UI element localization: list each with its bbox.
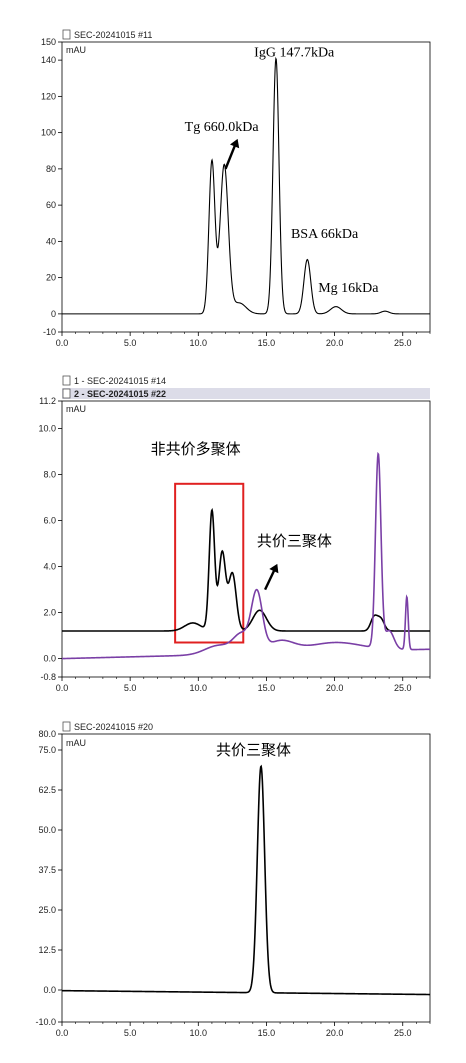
annotation-arrow-head: [230, 138, 240, 149]
panel-3-unit: mAU: [66, 738, 86, 748]
x-tick-label: 25.0: [394, 1028, 412, 1038]
x-tick-label: 25.0: [394, 683, 412, 693]
x-tick-label: 20.0: [326, 338, 344, 348]
peak-annotation: BSA 66kDa: [291, 227, 359, 242]
x-tick-label: 5.0: [124, 338, 137, 348]
y-tick-label: 150: [41, 37, 56, 47]
peak-annotation: Tg 660.0kDa: [185, 120, 260, 135]
x-tick-label: 0.0: [56, 683, 69, 693]
peak-annotation: IgG 147.7kDa: [254, 46, 335, 61]
y-tick-label: 50.0: [38, 825, 56, 835]
y-tick-label: 37.5: [38, 865, 56, 875]
chart-panel-3: SEC-20241015 #20 mAU -10.00.012.525.037.…: [35, 721, 431, 1038]
y-tick-label: 6.0: [43, 516, 56, 526]
y-tick-label: 120: [41, 91, 56, 101]
y-tick-label: 80: [46, 164, 56, 174]
x-tick-label: 10.0: [190, 338, 208, 348]
x-tick-label: 5.0: [124, 683, 137, 693]
x-tick-label: 25.0: [394, 338, 412, 348]
y-tick-label: 0: [51, 309, 56, 319]
panel-2-unit: mAU: [66, 404, 86, 414]
y-tick-label: 0.0: [43, 654, 56, 664]
y-tick-label: 80.0: [38, 729, 56, 739]
y-tick-label: 62.5: [38, 785, 56, 795]
series-line-1: [62, 56, 430, 315]
panel-1-unit: mAU: [66, 45, 86, 55]
doc-icon: [62, 29, 71, 40]
x-tick-label: 10.0: [190, 1028, 208, 1038]
x-tick-label: 0.0: [56, 1028, 69, 1038]
doc-icon: [62, 375, 71, 386]
y-tick-label: 8.0: [43, 470, 56, 480]
series-line-1: [62, 764, 431, 996]
legend-highlight: [62, 388, 430, 399]
peak-annotation: Mg 16kDa: [318, 281, 379, 296]
x-tick-label: 20.0: [326, 683, 344, 693]
y-tick-label: 60: [46, 200, 56, 210]
legend-entry-2: 2 - SEC-20241015 #22: [74, 389, 166, 399]
y-tick-label: -0.8: [40, 672, 56, 682]
y-tick-label: 2.0: [43, 608, 56, 618]
y-tick-label: 12.5: [38, 945, 56, 955]
series-line-2: [61, 451, 431, 660]
y-tick-label: 10.0: [38, 424, 56, 434]
y-tick-label: -10: [43, 327, 56, 337]
y-tick-label: 25.0: [38, 905, 56, 915]
doc-icon: [62, 721, 71, 732]
x-tick-label: 10.0: [190, 683, 208, 693]
y-tick-label: 75.0: [38, 745, 56, 755]
chart-panel-1: SEC-20241015 #11 mAU -10 0 20 40 60 80 100 120 1…: [41, 29, 431, 348]
panel-1-frame: [61, 41, 431, 333]
y-tick-label: 140: [41, 55, 56, 65]
y-tick-label: -10.0: [35, 1017, 56, 1027]
doc-icon: [62, 388, 71, 399]
annotation-arrow-head: [269, 563, 279, 574]
highlight-box: [174, 482, 245, 644]
y-tick-label: 40: [46, 236, 56, 246]
y-tick-label: 100: [41, 128, 56, 138]
peak-annotation: 共价三聚体: [257, 532, 332, 550]
y-tick-label: 20: [46, 273, 56, 283]
x-tick-label: 5.0: [124, 1028, 137, 1038]
x-tick-label: 15.0: [258, 338, 276, 348]
legend-entry-1: 1 - SEC-20241015 #14: [74, 376, 166, 386]
y-tick-label: 0.0: [43, 985, 56, 995]
panel-3-frame: [61, 733, 431, 1023]
panel-3-header: SEC-20241015 #20: [74, 722, 153, 732]
peak-annotation: 非共价多聚体: [151, 440, 241, 458]
peak-annotation: 共价三聚体: [216, 741, 291, 759]
x-tick-label: 0.0: [56, 338, 69, 348]
panel-1-header: SEC-20241015 #11: [74, 30, 152, 40]
x-tick-label: 20.0: [326, 1028, 344, 1038]
y-tick-label: 4.0: [43, 562, 56, 572]
x-tick-label: 15.0: [258, 683, 276, 693]
panel-2-frame: [61, 400, 431, 678]
chart-panel-2: 1 - SEC-20241015 #14 2 - SEC-20241015 #2…: [38, 375, 431, 693]
y-tick-label: 11.2: [39, 396, 56, 406]
x-tick-label: 15.0: [258, 1028, 276, 1038]
